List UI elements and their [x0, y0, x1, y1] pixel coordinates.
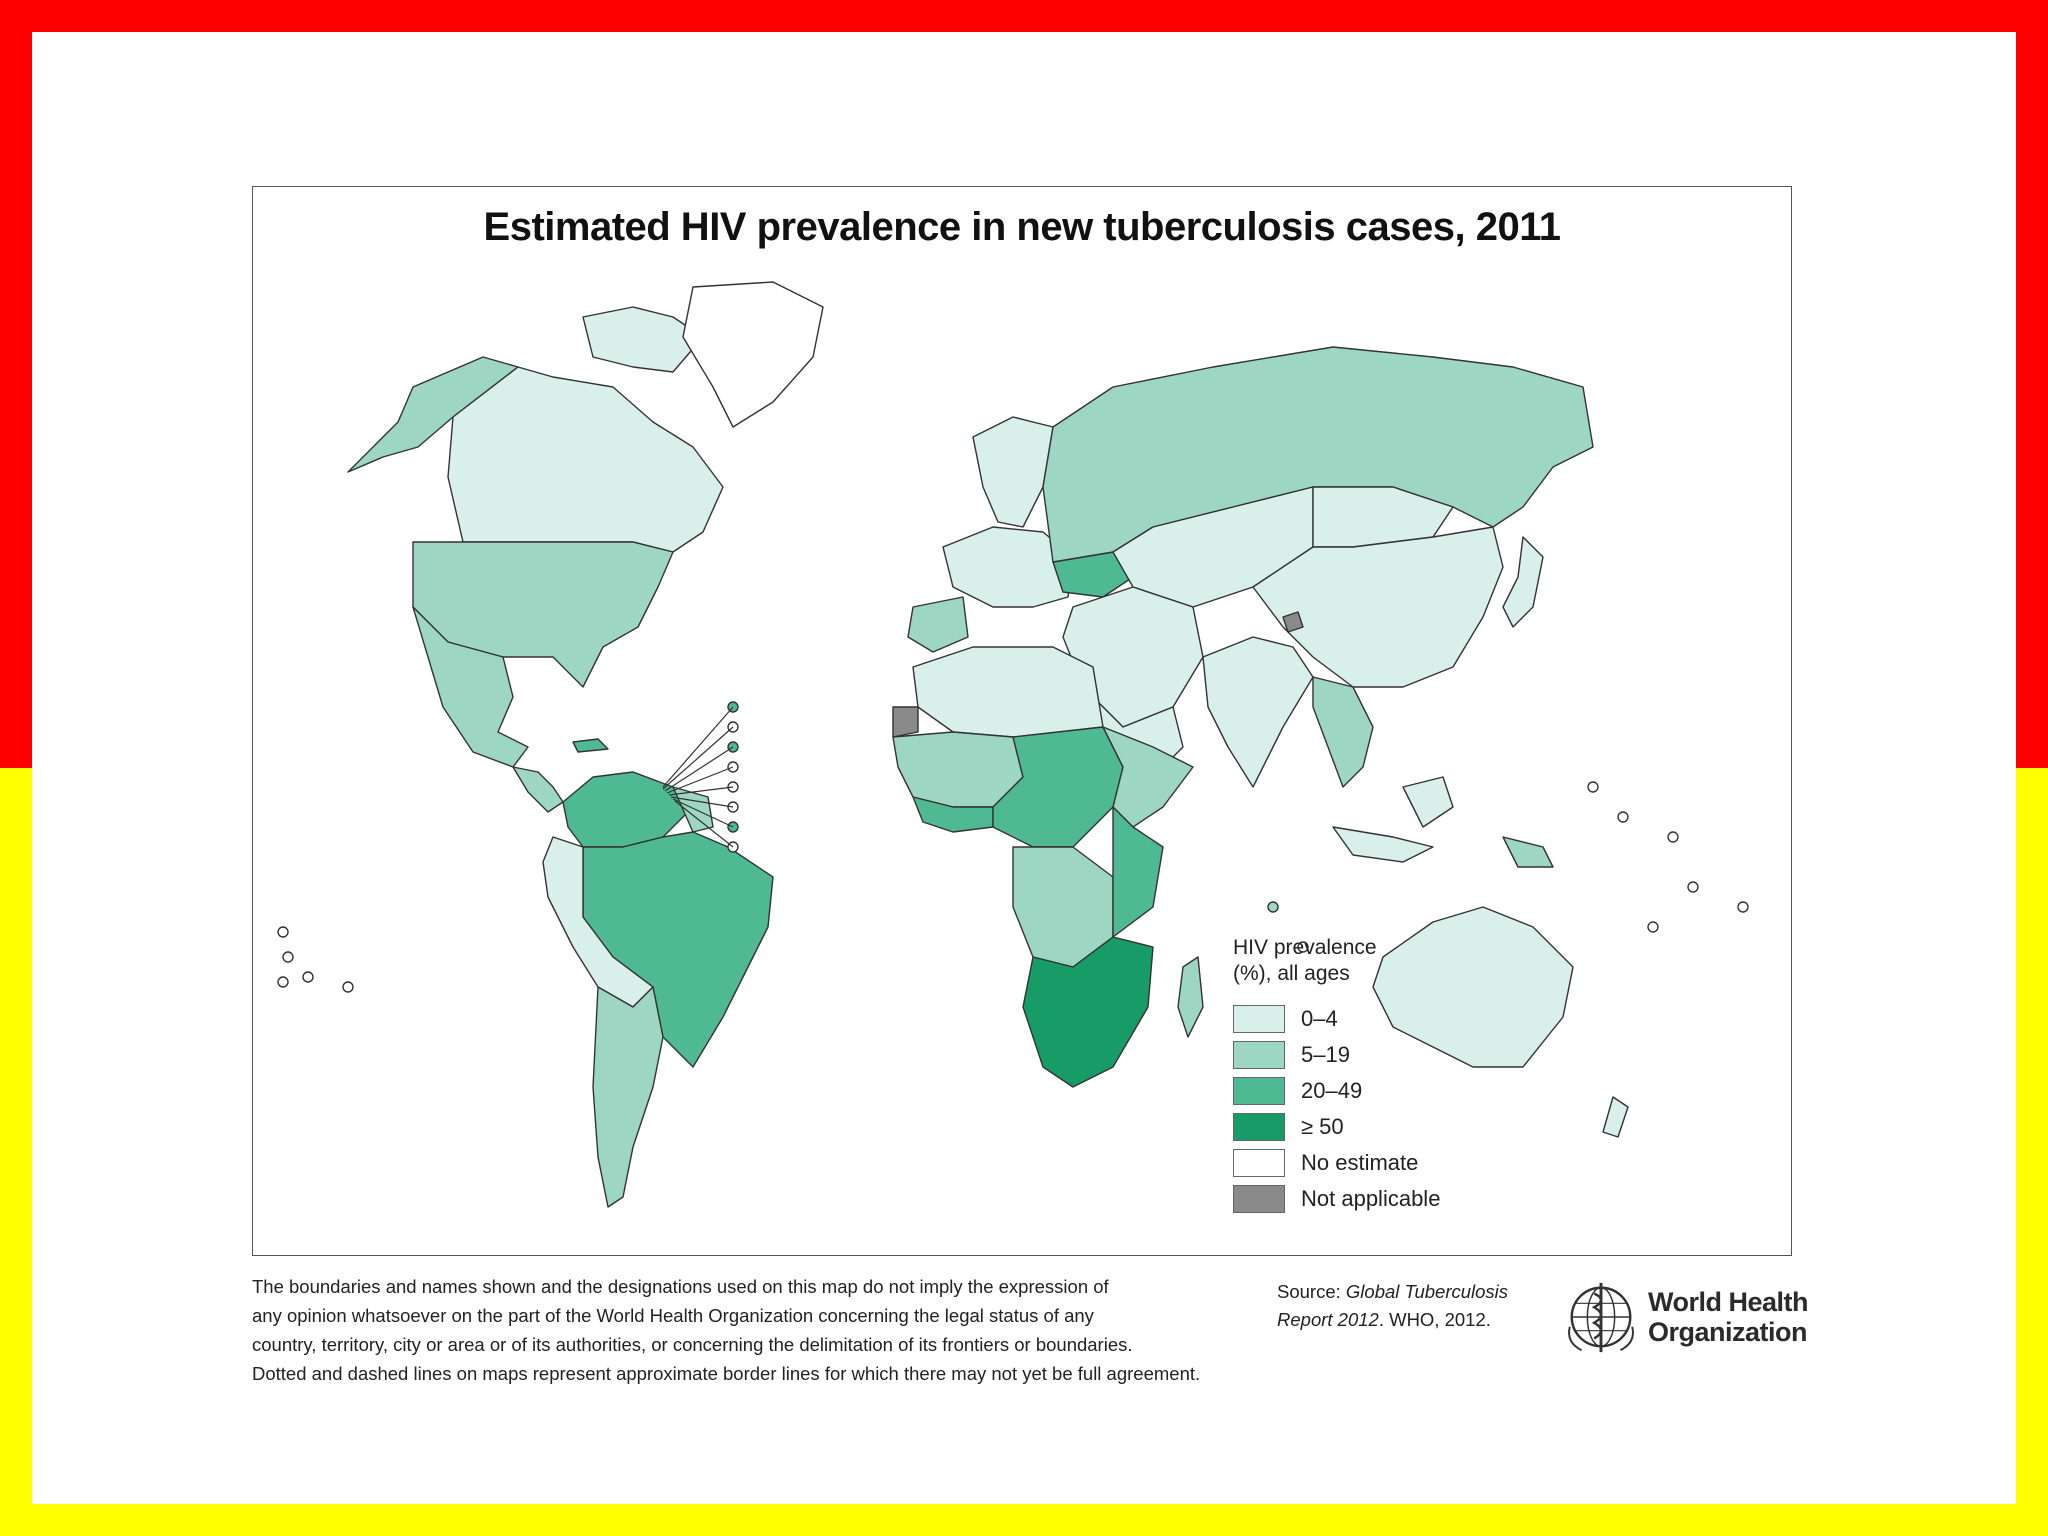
region-central-america [512, 766, 564, 813]
island-marker [1667, 831, 1679, 843]
region-new-zealand [1602, 1096, 1629, 1138]
region-southeast-asia [1312, 676, 1374, 788]
legend-swatch [1233, 1113, 1285, 1141]
region-east-africa [1112, 806, 1164, 938]
region-mexico [412, 606, 529, 768]
region-borneo [1402, 776, 1454, 828]
legend-label: 5–19 [1301, 1042, 1350, 1067]
legend-item: Not applicable [1233, 1181, 1440, 1217]
region-scandinavia [972, 416, 1054, 528]
region-china [1252, 526, 1504, 688]
island-marker [1617, 811, 1629, 823]
map-disclaimer: The boundaries and names shown and the d… [252, 1272, 1272, 1388]
legend-item: No estimate [1233, 1145, 1440, 1181]
world-map [277, 281, 1749, 1208]
region-japan [1502, 536, 1544, 628]
island-marker [1587, 781, 1599, 793]
legend-item: 5–19 [1233, 1037, 1440, 1073]
island-marker [1687, 881, 1699, 893]
legend-label: 0–4 [1301, 1006, 1338, 1031]
source-title-part1: Global Tuberculosis [1345, 1281, 1509, 1302]
legend-title-line2: (%), all ages [1233, 962, 1350, 985]
island-marker [1647, 921, 1659, 933]
disclaimer-line: The boundaries and names shown and the d… [252, 1276, 1109, 1297]
region-western-sahara [892, 706, 919, 738]
legend-swatch [1233, 1185, 1285, 1213]
region-colombia-venezuela [562, 771, 694, 848]
slide: Estimated HIV prevalence in new tubercul… [32, 32, 2016, 1504]
region-papua-new-guinea [1502, 836, 1554, 868]
region-guianas [672, 786, 714, 833]
island-marker [277, 976, 289, 988]
source-suffix: . WHO, 2012. [1378, 1309, 1491, 1330]
region-greenland [682, 281, 824, 428]
region-indonesia [1332, 826, 1434, 863]
disclaimer-line: Dotted and dashed lines on maps represen… [252, 1363, 1201, 1384]
region-horn-of-africa [1102, 726, 1194, 828]
who-name: World Health Organization [1648, 1287, 1809, 1347]
legend-swatch [1233, 1149, 1285, 1177]
island-marker [277, 926, 289, 938]
who-emblem-icon [1568, 1282, 1634, 1353]
region-not-applicable-asia [1282, 611, 1304, 633]
region-india [1202, 636, 1314, 788]
region-canada [447, 366, 724, 553]
who-logo: World Health Organization [1562, 1278, 1809, 1356]
legend-item: 0–4 [1233, 1001, 1440, 1037]
legend-item: ≥ 50 [1233, 1109, 1440, 1145]
region-southern-africa [1022, 936, 1154, 1088]
island-marker [302, 971, 314, 983]
who-name-line2: Organization [1648, 1317, 1808, 1347]
legend-swatch [1233, 1077, 1285, 1105]
region-southern-cone [592, 986, 664, 1208]
region-canada-islands [582, 306, 704, 373]
region-caribbean [572, 738, 609, 753]
legend-label: No estimate [1301, 1150, 1419, 1175]
source-title-part2: Report 2012 [1277, 1309, 1379, 1330]
source-prefix: Source: [1277, 1281, 1346, 1302]
island-marker [342, 981, 354, 993]
legend-swatch [1233, 1041, 1285, 1069]
region-north-africa [912, 646, 1104, 738]
legend-item: 20–49 [1233, 1073, 1440, 1109]
map-title: Estimated HIV prevalence in new tubercul… [483, 205, 1561, 249]
legend-label: 20–49 [1301, 1078, 1363, 1103]
legend-title: HIV prevalence (%), all ages [1233, 935, 1440, 987]
map-legend: HIV prevalence (%), all ages 0–4 5–19 20… [1233, 935, 1440, 1217]
island-leader-lines [662, 706, 734, 848]
island-marker [1297, 941, 1309, 953]
disclaimer-line: any opinion whatsoever on the part of th… [252, 1305, 1094, 1326]
source-note: Source: Global Tuberculosis Report 2012.… [1277, 1278, 1537, 1334]
region-alaska [347, 356, 519, 473]
island-marker [1267, 901, 1279, 913]
legend-swatch [1233, 1005, 1285, 1033]
region-madagascar [1177, 956, 1204, 1038]
region-western-europe [942, 526, 1074, 608]
who-name-line1: World Health [1648, 1287, 1809, 1317]
island-marker [1737, 901, 1749, 913]
map-panel: Estimated HIV prevalence in new tubercul… [252, 186, 1792, 1256]
region-australia [1372, 906, 1574, 1068]
legend-label: Not applicable [1301, 1186, 1441, 1211]
region-iberia [907, 596, 969, 653]
island-marker [282, 951, 294, 963]
legend-label: ≥ 50 [1301, 1114, 1344, 1139]
disclaimer-line: country, territory, city or area or of i… [252, 1334, 1133, 1355]
legend-title-line1: HIV prevalence [1233, 936, 1377, 959]
